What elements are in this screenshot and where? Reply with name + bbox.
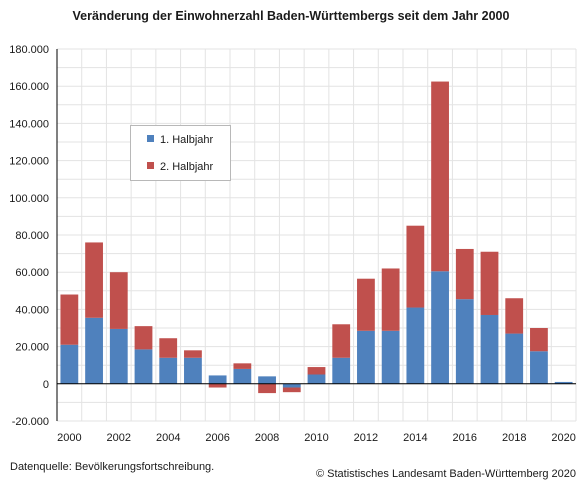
bar-halbjahr-1-2002 xyxy=(109,328,128,384)
bar-halbjahr-2-2008 xyxy=(258,383,276,394)
bar-halbjahr-2-2015 xyxy=(431,81,449,272)
x-tick-label: 2016 xyxy=(453,432,477,444)
x-tick-label: 2014 xyxy=(403,432,427,444)
x-tick-label: 2004 xyxy=(156,432,180,444)
x-tick-label: 2010 xyxy=(304,432,328,444)
bar-halbjahr-2-2005 xyxy=(184,350,202,358)
y-tick-label: 0 xyxy=(43,379,49,391)
bar-halbjahr-1-2020 xyxy=(554,381,573,384)
bar-halbjahr-2-2011 xyxy=(332,324,351,358)
bar-halbjahr-2-2014 xyxy=(406,225,425,308)
x-tick-label: 2000 xyxy=(57,432,81,444)
bar-halbjahr-1-2005 xyxy=(184,357,202,384)
bar-halbjahr-1-2008 xyxy=(258,376,276,384)
bar-halbjahr-2-2000 xyxy=(60,294,79,345)
y-tick-label: 140.000 xyxy=(9,118,49,130)
bar-halbjahr-1-2000 xyxy=(60,344,79,384)
bar-halbjahr-1-2001 xyxy=(85,317,103,384)
bar-halbjahr-2-2017 xyxy=(480,251,499,315)
bar-halbjahr-2-2001 xyxy=(85,242,103,318)
bar-halbjahr-2-2019 xyxy=(530,328,548,352)
y-tick-label: 180.000 xyxy=(9,44,49,56)
bar-halbjahr-1-2014 xyxy=(406,307,425,384)
y-tick-label: 40.000 xyxy=(15,304,49,316)
legend-label-halbjahr-2: 2. Halbjahr xyxy=(160,161,214,173)
bar-halbjahr-2-2006 xyxy=(208,383,227,388)
legend-item-halbjahr-2: 2. Halbjahr xyxy=(147,160,213,174)
y-tick-label: 100.000 xyxy=(9,193,49,205)
bar-halbjahr-1-2016 xyxy=(455,299,474,384)
x-tick-label: 2020 xyxy=(551,432,575,444)
bar-halbjahr-1-2011 xyxy=(332,357,351,384)
bar-halbjahr-1-2013 xyxy=(381,330,400,384)
bar-halbjahr-1-2015 xyxy=(431,271,449,384)
bar-halbjahr-1-2012 xyxy=(357,330,375,384)
x-tick-label: 2012 xyxy=(354,432,378,444)
bar-halbjahr-2-2010 xyxy=(307,367,326,375)
legend-label-halbjahr-1: 1. Halbjahr xyxy=(160,134,214,146)
y-tick-label: 80.000 xyxy=(15,230,49,242)
bar-halbjahr-1-2010 xyxy=(307,374,326,384)
bar-halbjahr-2-2013 xyxy=(381,268,400,331)
bar-halbjahr-2-2012 xyxy=(357,278,375,331)
x-tick-label: 2002 xyxy=(107,432,131,444)
bar-halbjahr-1-2017 xyxy=(480,314,499,384)
bar-halbjahr-1-2007 xyxy=(233,368,252,384)
chart-title: Veränderung der Einwohnerzahl Baden-Würt… xyxy=(72,9,510,23)
bar-halbjahr-1-2003 xyxy=(134,349,153,384)
legend-swatch-halbjahr-2 xyxy=(147,162,154,169)
bar-halbjahr-1-2004 xyxy=(159,357,178,384)
y-tick-label: -20.000 xyxy=(12,416,49,428)
legend-item-halbjahr-1: 1. Halbjahr xyxy=(147,133,213,147)
bar-halbjahr-1-2009 xyxy=(282,383,301,388)
bar-halbjahr-1-2006 xyxy=(208,375,227,384)
y-tick-label: 120.000 xyxy=(9,156,49,168)
bar-halbjahr-2-2018 xyxy=(505,298,524,334)
x-tick-label: 2006 xyxy=(205,432,229,444)
y-tick-label: 20.000 xyxy=(15,342,49,354)
y-tick-label: 60.000 xyxy=(15,267,49,279)
bar-halbjahr-2-2016 xyxy=(455,248,474,300)
legend-swatch-halbjahr-1 xyxy=(147,135,154,142)
source-note: Datenquelle: Bevölkerungsfortschreibung. xyxy=(10,461,215,473)
copyright-note: © Statistisches Landesamt Baden-Württemb… xyxy=(315,468,576,480)
bar-halbjahr-2-2002 xyxy=(109,272,128,329)
bar-halbjahr-2-2003 xyxy=(134,326,153,350)
bar-halbjahr-1-2018 xyxy=(505,333,524,384)
legend: 1. Halbjahr 2. Halbjahr xyxy=(130,125,231,181)
bar-halbjahr-2-2009 xyxy=(282,387,301,393)
y-tick-label: 160.000 xyxy=(9,81,49,93)
bar-halbjahr-1-2019 xyxy=(530,351,548,384)
x-tick-label: 2008 xyxy=(255,432,279,444)
bar-halbjahr-2-2004 xyxy=(159,338,178,358)
x-tick-label: 2018 xyxy=(502,432,526,444)
bar-halbjahr-2-2007 xyxy=(233,363,252,369)
